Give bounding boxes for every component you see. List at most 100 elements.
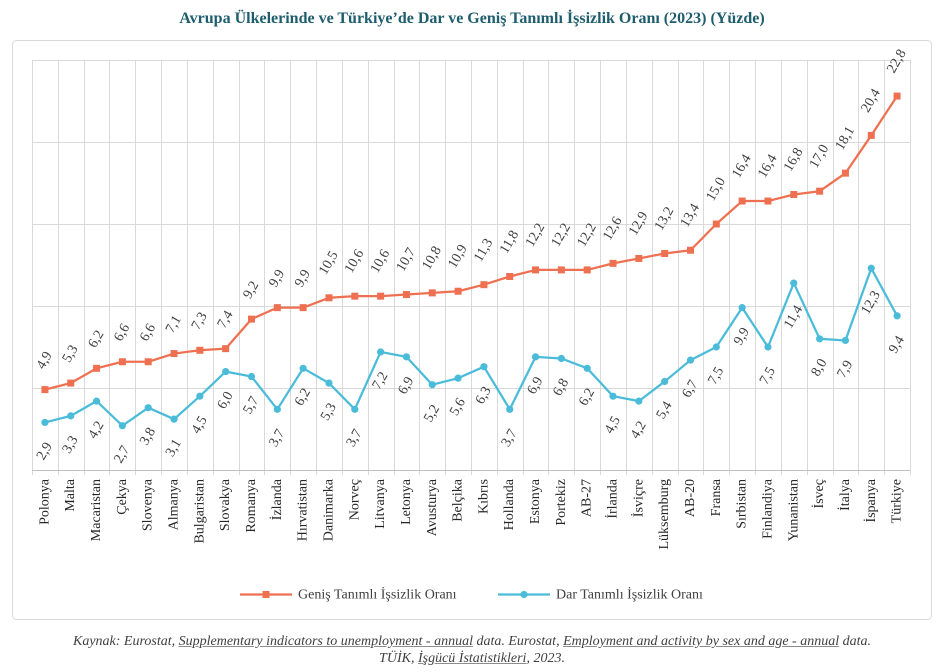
legend-item-genis: Geniş Tanımlı İşsizlik Oranı <box>240 587 457 603</box>
series-0-data-label: 13,4 <box>678 201 703 230</box>
series-1-marker <box>841 336 850 345</box>
series-1-data-label: 3,7 <box>499 427 521 450</box>
series-1-line <box>44 267 899 427</box>
series-0-marker <box>402 291 410 299</box>
gridlines <box>32 60 911 475</box>
x-tick-label: İspanya <box>863 478 879 522</box>
series-0-marker <box>196 346 204 354</box>
x-tick-label: Romanya <box>244 478 259 532</box>
series-0-marker <box>454 287 462 295</box>
series-1-data-label: 5,2 <box>421 402 443 425</box>
series-1-data-label: 5,4 <box>654 399 676 422</box>
series-1-data-label: 5,7 <box>241 394 263 417</box>
series-1-marker <box>686 356 695 364</box>
series-1-marker <box>402 353 411 361</box>
x-tick-label: Almanya <box>167 478 182 530</box>
series-0-data-label: 9,9 <box>266 267 288 290</box>
series-0 <box>41 92 901 394</box>
series-0-data-label: 6,6 <box>112 321 134 344</box>
series-1-marker <box>118 422 126 430</box>
series-0-marker <box>93 364 101 372</box>
x-tick-label: Sırbistan <box>735 479 750 529</box>
series-1-data-label: 6,8 <box>551 376 573 399</box>
series-1-marker <box>247 372 256 381</box>
source-text: data. <box>839 634 872 649</box>
series-1-data-label: 6,9 <box>525 375 547 398</box>
series-0-marker <box>583 266 591 274</box>
x-tick-label: Avusturya <box>425 478 440 536</box>
series-0-marker <box>841 169 849 177</box>
series-1-data-label: 3,7 <box>266 427 288 450</box>
series-1-marker <box>583 364 591 372</box>
legend-circle-marker <box>520 590 528 599</box>
series-0-marker <box>170 350 178 358</box>
source-text: , 2023. <box>526 651 565 666</box>
series-1-marker <box>351 405 359 413</box>
x-tick-label: Kıbrıs <box>476 479 491 514</box>
x-tick-label: Estonya <box>528 478 543 524</box>
series-1-marker <box>377 348 385 356</box>
series-0-marker <box>738 197 746 205</box>
series-0-marker <box>893 92 901 100</box>
series-1-marker <box>273 405 281 413</box>
series-1-marker <box>428 381 436 389</box>
series-1-data-label: 6,7 <box>680 378 702 401</box>
series-1-marker <box>222 368 230 376</box>
series-1-marker <box>67 412 75 420</box>
source-text: TÜİK, <box>379 651 418 666</box>
legend: Geniş Tanımlı İşsizlik Oranı Dar Tanımlı… <box>240 587 703 603</box>
series-1-marker <box>92 397 101 405</box>
x-tick-label: Norveç <box>347 479 362 520</box>
chart-title: Avrupa Ülkelerinde ve Türkiye’de Dar ve … <box>179 10 765 27</box>
series-0-data-label: 16,4 <box>755 152 780 181</box>
x-tick-label: Yunanistan <box>786 479 801 541</box>
x-tick-label: Polonya <box>37 478 52 525</box>
series-1-marker <box>170 415 178 423</box>
x-tick-label: İsveç <box>811 479 827 509</box>
series-0-marker <box>41 386 49 394</box>
series-0-data-label: 7,4 <box>215 308 237 331</box>
series-1-data-label: 7,5 <box>757 365 779 388</box>
x-tick-label: İrlanda <box>605 478 621 518</box>
series-1-marker <box>480 363 488 371</box>
chart-frame <box>12 40 932 620</box>
series-0-data-label: 12,9 <box>626 209 651 238</box>
series-1-marker <box>764 343 772 351</box>
series-0-data-label: 10,5 <box>316 249 341 278</box>
series-1-data-label: 3,3 <box>60 434 82 457</box>
series-1-data-label: 4,2 <box>86 419 108 442</box>
source-text: Kaynak: Eurostat, <box>72 634 179 649</box>
series-0-data-label: 13,2 <box>652 205 677 234</box>
legend-label-dar: Dar Tanımlı İşsizlik Oranı <box>556 587 703 603</box>
series-0-data-label: 7,1 <box>163 313 185 336</box>
series-1-marker <box>893 312 901 320</box>
series-0-marker <box>299 304 307 312</box>
source-line-2: TÜİK, İşgücü İstatistikleri, 2023. <box>0 650 944 667</box>
series-0-data-label: 6,6 <box>137 321 159 344</box>
series-1-data-label: 9,9 <box>731 325 753 348</box>
legend-item-dar: Dar Tanımlı İşsizlik Oranı <box>498 587 703 603</box>
series-0-data-label: 10,7 <box>394 246 419 275</box>
series-0-data-label: 10,8 <box>420 244 445 273</box>
series-1-marker <box>41 418 49 427</box>
series-0-marker <box>428 289 436 297</box>
x-tick-label: AB-27 <box>580 479 595 517</box>
series-0-data-label: 17,0 <box>807 142 832 171</box>
series-0-data-label: 9,2 <box>241 279 263 302</box>
series-0-marker <box>325 294 333 302</box>
series-1-data-label: 4,5 <box>602 414 624 437</box>
series-0-marker <box>480 281 488 289</box>
series-1-data-label: 8,0 <box>809 356 831 379</box>
series-0-marker <box>118 358 126 366</box>
series-0-data-label: 5,3 <box>60 343 82 366</box>
x-tick-label: Slovakya <box>218 478 233 531</box>
x-tick-label: Bulgaristan <box>192 479 207 544</box>
x-tick-label: Lüksemburg <box>657 479 672 550</box>
series-1-data-label: 5,6 <box>447 396 469 419</box>
x-tick-label: Malta <box>63 478 78 511</box>
legend-square-marker <box>262 591 270 598</box>
series-1-data-label: 6,0 <box>215 389 237 412</box>
series-0-marker <box>816 187 824 195</box>
series-0-data-label: 12,2 <box>575 221 600 250</box>
